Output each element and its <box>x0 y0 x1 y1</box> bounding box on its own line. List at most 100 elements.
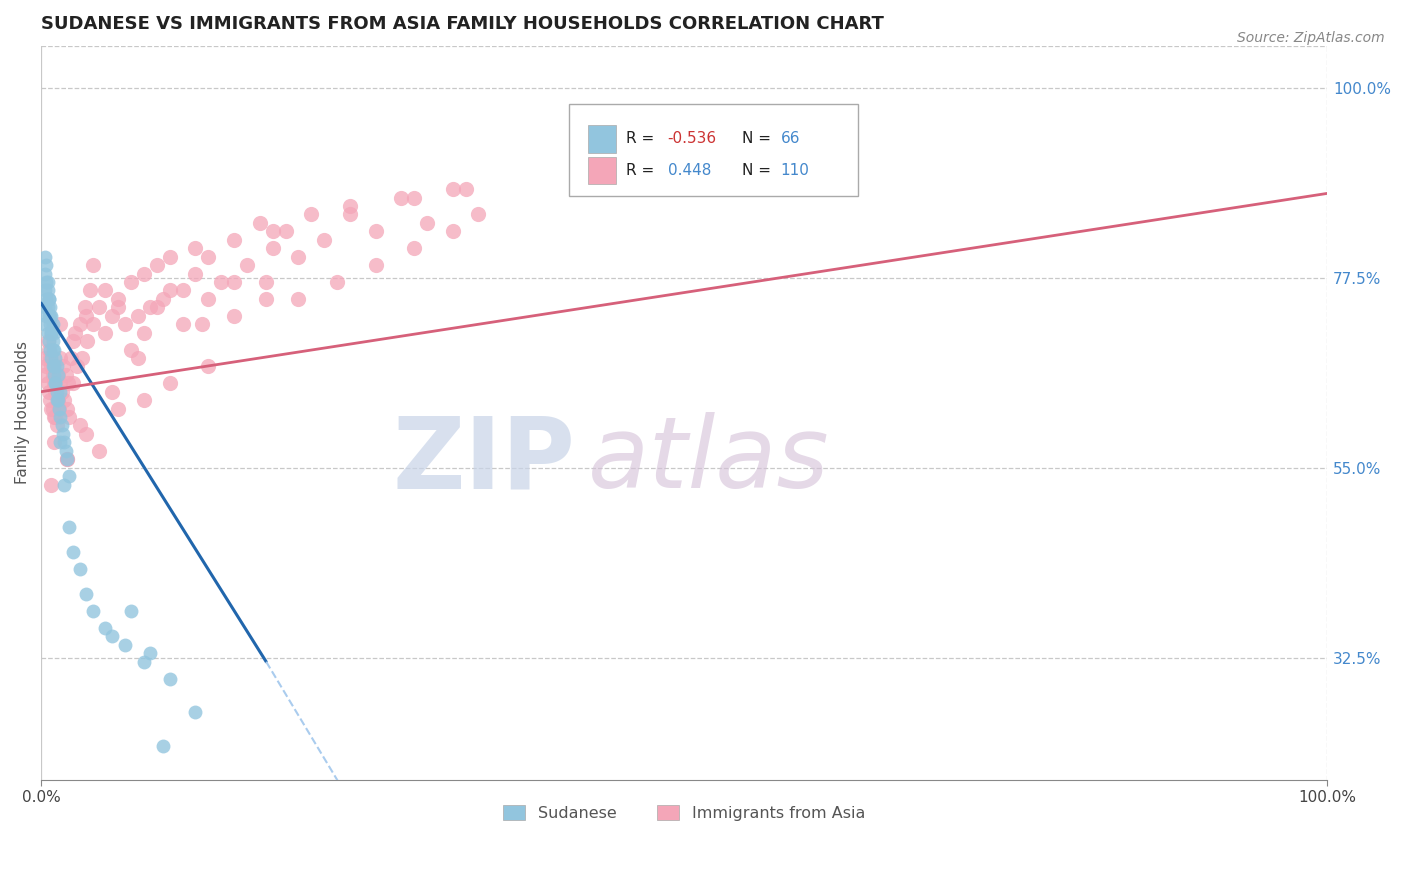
Text: Source: ZipAtlas.com: Source: ZipAtlas.com <box>1237 31 1385 45</box>
Point <box>62 376 84 391</box>
Point <box>34 351 56 365</box>
Point <box>45 359 67 374</box>
Point <box>75 309 97 323</box>
FancyBboxPatch shape <box>568 104 858 196</box>
Point <box>222 233 245 247</box>
Point <box>37 334 59 348</box>
Point <box>37 326 59 340</box>
Point <box>38 292 60 306</box>
Point <box>37 301 59 315</box>
Point <box>41 343 63 357</box>
Point <box>127 309 149 323</box>
Point <box>42 410 65 425</box>
Point <box>132 267 155 281</box>
Point <box>41 359 63 374</box>
Point <box>42 359 65 374</box>
Point <box>75 426 97 441</box>
Point <box>191 317 214 331</box>
Point <box>45 418 67 433</box>
Point <box>69 418 91 433</box>
Point <box>94 284 117 298</box>
Point <box>416 216 439 230</box>
Point <box>152 739 174 754</box>
Point <box>42 435 65 450</box>
Point <box>51 384 73 399</box>
Point <box>79 284 101 298</box>
Point <box>56 452 79 467</box>
Point <box>139 646 162 660</box>
Point <box>73 301 96 315</box>
Point <box>37 275 59 289</box>
Point <box>44 410 66 425</box>
Point <box>441 182 464 196</box>
Text: ZIP: ZIP <box>392 412 575 509</box>
Point <box>184 706 207 720</box>
Point <box>75 587 97 601</box>
Point <box>41 317 63 331</box>
Point <box>49 384 72 399</box>
Point <box>63 326 86 340</box>
Point <box>120 343 142 357</box>
Point <box>53 435 76 450</box>
Text: R =: R = <box>627 163 659 178</box>
Point <box>32 317 55 331</box>
Point <box>56 376 79 391</box>
Point <box>107 292 129 306</box>
Point <box>101 309 124 323</box>
Point <box>52 426 75 441</box>
Point <box>38 309 60 323</box>
Point <box>197 250 219 264</box>
Point <box>44 376 66 391</box>
Text: -0.536: -0.536 <box>668 131 717 146</box>
Text: N =: N = <box>742 163 776 178</box>
Point <box>55 368 77 382</box>
Point <box>107 401 129 416</box>
Point <box>197 292 219 306</box>
Point <box>339 199 361 213</box>
Point <box>146 301 169 315</box>
Point <box>53 477 76 491</box>
Point <box>42 368 65 382</box>
Point <box>39 343 62 357</box>
Point <box>38 384 60 399</box>
Point <box>159 672 181 686</box>
Point <box>38 343 60 357</box>
Point <box>35 292 58 306</box>
Point <box>152 292 174 306</box>
Point <box>114 638 136 652</box>
Point <box>46 393 69 408</box>
Point <box>35 359 58 374</box>
Point <box>132 655 155 669</box>
Point <box>287 292 309 306</box>
Point <box>94 326 117 340</box>
Point <box>39 393 62 408</box>
Point <box>34 250 56 264</box>
Point <box>172 317 194 331</box>
Point <box>34 284 56 298</box>
Point <box>222 275 245 289</box>
Point <box>42 326 65 340</box>
Point <box>44 384 66 399</box>
Point <box>58 469 80 483</box>
Point <box>76 334 98 348</box>
Point <box>184 267 207 281</box>
Point <box>120 604 142 618</box>
Point <box>197 359 219 374</box>
Point <box>139 301 162 315</box>
Point <box>35 309 58 323</box>
Point <box>44 376 66 391</box>
Point <box>49 410 72 425</box>
Point <box>467 207 489 221</box>
Point <box>51 418 73 433</box>
Point <box>326 275 349 289</box>
Text: SUDANESE VS IMMIGRANTS FROM ASIA FAMILY HOUSEHOLDS CORRELATION CHART: SUDANESE VS IMMIGRANTS FROM ASIA FAMILY … <box>41 15 884 33</box>
Point <box>42 376 65 391</box>
Point <box>52 359 75 374</box>
Point <box>41 359 63 374</box>
Text: 110: 110 <box>780 163 810 178</box>
Point <box>404 241 426 255</box>
Point <box>58 410 80 425</box>
Point <box>107 301 129 315</box>
Point <box>66 359 89 374</box>
Point <box>45 384 67 399</box>
